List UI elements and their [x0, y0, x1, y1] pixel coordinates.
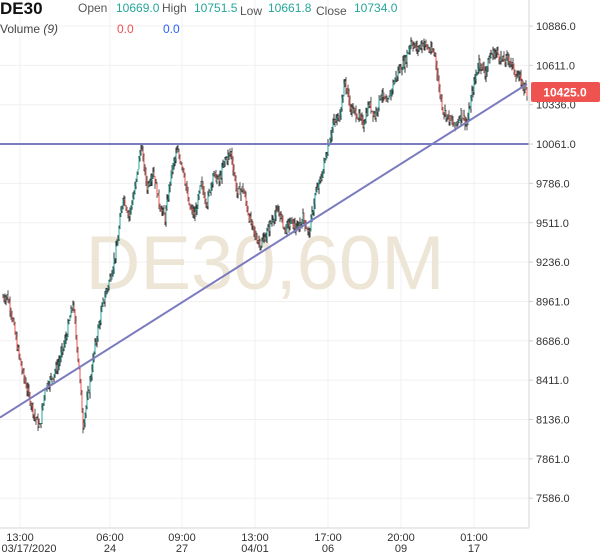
price-tick-label: 10061.0 [536, 139, 576, 151]
time-axis[interactable]: 13:0003/17/202006:002409:002713:0004/011… [1, 532, 487, 555]
price-tick-label: 9236.0 [536, 257, 570, 269]
volume-legend: Volume (9) [0, 22, 58, 36]
trend-line [0, 83, 528, 419]
price-tick-label: 7586.0 [536, 493, 570, 505]
close-label: Close [316, 4, 347, 18]
time-tick-label: 09:00 [168, 532, 196, 544]
price-tick-label: 8686.0 [536, 336, 570, 348]
volume-period: (9) [43, 22, 59, 36]
high-value: 10751.5 [194, 1, 238, 15]
price-tick-label: 7861.0 [536, 454, 570, 466]
volume-value-1: 0.0 [117, 22, 134, 36]
price-tick-label: 10336.0 [536, 100, 576, 112]
time-tick-date: 09 [395, 543, 407, 555]
time-tick-date: 27 [176, 543, 188, 555]
price-axis[interactable]: 10886.0 10611.0 10336.0 10061.0 9786.0 9511.0… [529, 21, 576, 505]
price-tick-label: 9786.0 [536, 178, 570, 190]
chart-legend-header: DE30 Open 10669.0 High 10751.5 Low 10661… [0, 0, 600, 40]
time-tick-date: 24 [104, 543, 116, 555]
price-tick-label: 8961.0 [536, 296, 570, 308]
time-tick-label: 20:00 [387, 532, 415, 544]
time-tick-label: 06:00 [96, 532, 124, 544]
time-tick-date: 03/17/2020 [1, 543, 56, 555]
price-tick-label: 8136.0 [536, 415, 570, 427]
current-price-label: 10425.0 [543, 85, 587, 99]
price-tick-label: 8411.0 [536, 375, 569, 387]
time-tick-label: 01:00 [460, 532, 488, 544]
open-label: Open [78, 1, 108, 15]
time-tick-date: 17 [468, 543, 480, 555]
low-value: 10661.8 [268, 1, 312, 15]
low-label: Low [240, 4, 263, 18]
price-tick-label: 9511.0 [536, 218, 569, 230]
time-tick-label: 13:00 [6, 532, 34, 544]
price-tick-label: 10611.0 [536, 60, 575, 72]
time-tick-label: 13:00 [241, 532, 269, 544]
chart-grid [0, 0, 529, 528]
volume-label: Volume [0, 22, 41, 36]
drawing-lines[interactable] [0, 83, 529, 419]
time-tick-label: 17:00 [314, 532, 342, 544]
volume-value-2: 0.0 [163, 22, 180, 36]
symbol-name[interactable]: DE30 [0, 0, 43, 18]
close-value: 10734.0 [354, 1, 398, 15]
open-value: 10669.0 [116, 1, 160, 15]
candlestick-series [2, 37, 528, 434]
price-tick-label: 10886.0 [536, 21, 576, 33]
time-tick-date: 06 [322, 543, 334, 555]
current-price-tag: 10425.0 [531, 81, 600, 102]
high-label: High [162, 1, 187, 15]
time-tick-date: 04/01 [241, 543, 269, 555]
